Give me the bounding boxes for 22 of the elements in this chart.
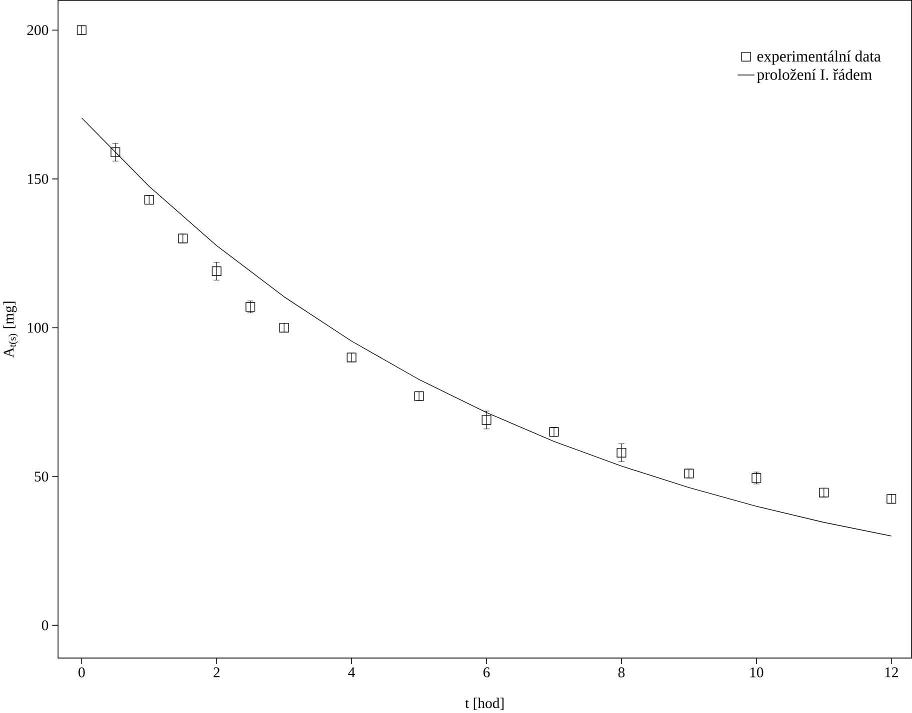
point — [482, 415, 492, 425]
x-tick-label: 10 — [750, 667, 764, 678]
x-tick-label: 0 — [78, 667, 85, 678]
y-tick-label: 0 — [42, 620, 48, 630]
y-tick-label: 200 — [27, 25, 48, 35]
x-tick-label: 12 — [885, 667, 898, 678]
legend-label: experimentální data — [757, 50, 881, 65]
x-tick-label: 8 — [618, 667, 625, 678]
y-tick-label: 150 — [28, 174, 48, 184]
point — [616, 448, 626, 458]
legend-label: proložení I. řádem — [756, 68, 872, 83]
point — [246, 302, 256, 312]
x-tick-label: 4 — [348, 667, 356, 677]
point — [212, 266, 222, 276]
y-tick-label: 100 — [28, 322, 48, 333]
line-series — [81, 117, 892, 536]
y-axis-title: A$_{t(s)}$ [mg] — [3, 302, 18, 358]
point — [110, 147, 120, 157]
x-axis-title: t [hod] — [465, 698, 504, 710]
x-tick-label: 6 — [483, 667, 490, 678]
x-tick-label: 2 — [214, 667, 220, 678]
y-tick-label: 50 — [34, 471, 48, 482]
